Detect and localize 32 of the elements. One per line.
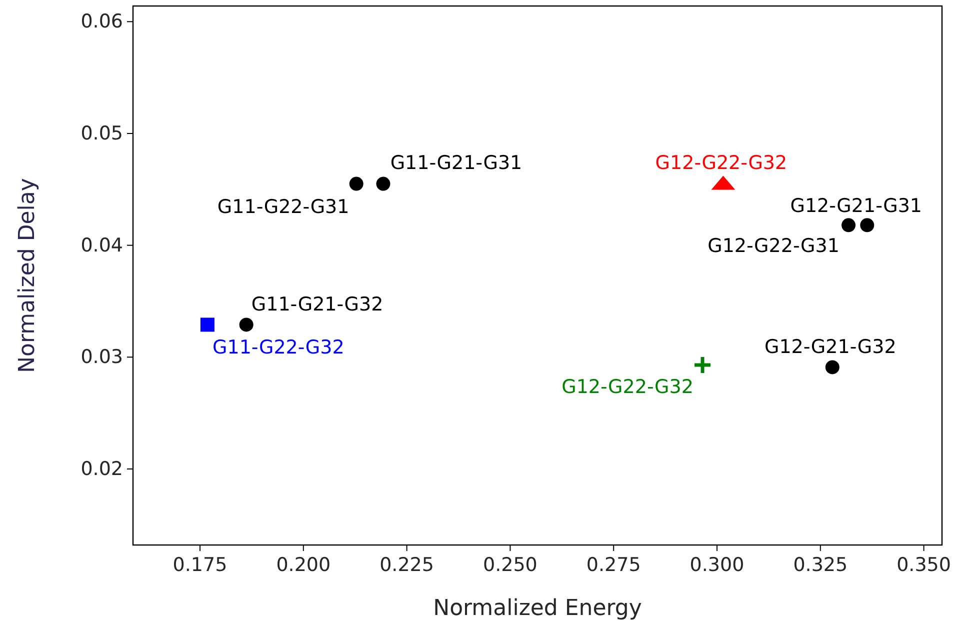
y-tick-label: 0.04 (80, 234, 123, 256)
x-tick-label: 0.175 (172, 554, 228, 576)
x-axis-title: Normalized Energy (433, 596, 642, 621)
series-label: G12-G21-G31 (790, 195, 922, 218)
x-tick-label: 0.250 (483, 554, 538, 576)
x-tick-label: 0.275 (586, 554, 641, 576)
x-tick-label: 0.325 (793, 554, 848, 576)
series-label: G12-G21-G32 (764, 336, 896, 358)
y-tick-label: 0.03 (80, 346, 123, 368)
series-label: G12-G22-G31 (708, 235, 840, 258)
x-tick-label: 0.300 (690, 554, 744, 576)
series-label: G11-G22-G32 (212, 336, 344, 359)
point (239, 318, 254, 332)
point (825, 360, 840, 374)
series-label: G11-G21-G31 (390, 152, 522, 174)
series-label: G12-G22-G32 (562, 376, 694, 398)
point (200, 318, 214, 332)
point (860, 218, 874, 232)
point (376, 176, 390, 191)
y-axis-title: Normalized Delay (15, 178, 40, 373)
x-tick-label: 0.200 (276, 554, 331, 576)
point (692, 355, 712, 375)
point (349, 176, 364, 191)
series-label: G12-G22-G32 (655, 152, 788, 174)
y-tick-label: 0.05 (80, 122, 123, 144)
series-label: G11-G21-G32 (251, 294, 384, 316)
y-tick-label: 0.02 (80, 458, 123, 480)
point (842, 218, 856, 232)
y-tick-label: 0.06 (80, 10, 123, 33)
x-tick-label: 0.350 (896, 554, 952, 576)
series-label: G11-G22-G31 (217, 196, 350, 218)
x-tick-label: 0.225 (380, 554, 434, 576)
